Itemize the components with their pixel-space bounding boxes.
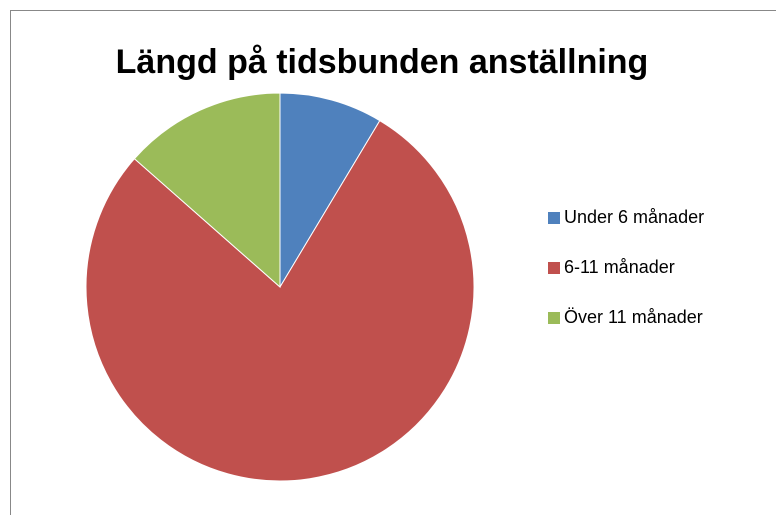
legend-label: Under 6 månader xyxy=(564,207,704,227)
chart-title: Längd på tidsbunden anställning xyxy=(116,43,649,81)
legend-label: 6-11 månader xyxy=(564,257,675,277)
pie-slice xyxy=(279,92,381,289)
pie-slice xyxy=(85,119,475,482)
pie-slice xyxy=(133,92,281,289)
legend-label: Över 11 månader xyxy=(564,307,703,327)
legend-swatch xyxy=(548,262,560,274)
legend-swatch xyxy=(548,312,560,324)
legend-swatch xyxy=(548,212,560,224)
